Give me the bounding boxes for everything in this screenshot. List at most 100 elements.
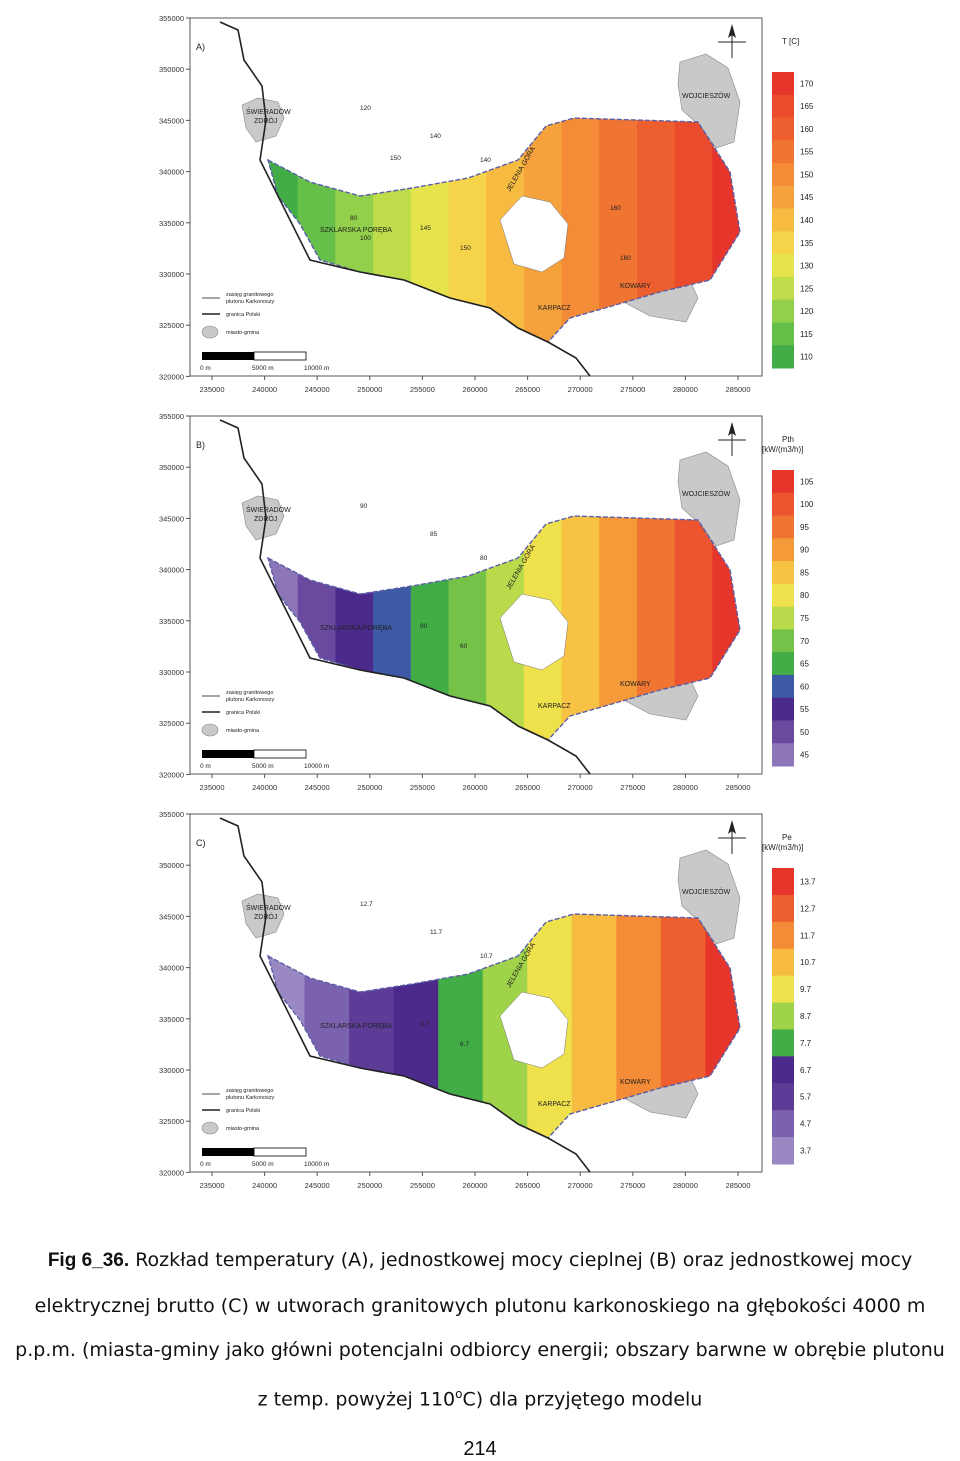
y-tick-label: 350000	[159, 463, 184, 472]
page-number: 214	[463, 1438, 497, 1460]
colorbar-swatch	[772, 492, 794, 517]
colorbar-value: 60	[800, 682, 809, 691]
colorbar-swatch	[772, 868, 794, 896]
x-tick-label: 275000	[620, 783, 645, 792]
pluton-band	[561, 516, 601, 740]
colorbar-swatch	[772, 561, 794, 585]
scale-label: 5000 m	[252, 1161, 274, 1168]
x-tick-label: 255000	[410, 1181, 435, 1190]
contour-label: 140	[430, 133, 441, 140]
caption-text-4a: z temp. powyżej 110	[257, 1388, 456, 1411]
colorbar-value: 4.7	[800, 1120, 812, 1129]
x-tick-label: 280000	[673, 1181, 698, 1190]
x-tick-label: 265000	[515, 1181, 540, 1190]
wojcieszow-area	[677, 849, 741, 945]
x-tick-label: 265000	[515, 783, 540, 792]
x-tick-label: 245000	[305, 385, 330, 394]
place-swieradow: ŚWIERADÓW	[246, 107, 291, 116]
colorbar-value: 7.7	[800, 1039, 812, 1048]
poland-border	[219, 817, 591, 1173]
colorbar-value: 165	[800, 102, 814, 111]
y-tick-label: 335000	[159, 219, 184, 228]
y-tick-label: 355000	[159, 412, 184, 421]
contour-label: 120	[360, 105, 371, 112]
y-tick-label: 330000	[159, 668, 184, 677]
x-tick-label: 265000	[515, 385, 540, 394]
scale-bar-black	[202, 750, 254, 758]
colorbar-swatch	[772, 231, 794, 255]
scale-bar-white	[253, 749, 307, 759]
contour-label: 90	[420, 623, 428, 630]
colorbar-swatch	[772, 538, 794, 562]
x-tick-label: 255000	[410, 385, 435, 394]
legend-text: plutonu Karkonoszy	[226, 697, 275, 703]
map-panel-a: 355000 350000 345000 340000 335000 330000 3250…	[150, 10, 820, 400]
place-zdroj: ZDRÓJ	[254, 116, 277, 125]
place-zdroj: ZDRÓJ	[254, 912, 277, 921]
colorbar-value: 150	[800, 170, 814, 179]
y-tick-label: 335000	[159, 1015, 184, 1024]
y-tick-label: 340000	[159, 566, 184, 575]
caption-line-1: Fig 6_36. Rozkład temperatury (A), jedno…	[0, 1248, 960, 1273]
swieradow-area	[241, 893, 285, 939]
y-tick-label: 330000	[159, 1066, 184, 1075]
place-swieradow: ŚWIERADÓW	[246, 903, 291, 912]
colorbar-swatch	[772, 470, 794, 494]
colorbar-value: 155	[800, 148, 814, 157]
scale-label: 10000 m	[304, 1161, 329, 1168]
colorbar-value: 45	[800, 751, 809, 760]
legend-swatch-town	[201, 325, 219, 339]
legend-text: zasięg granitowego	[226, 1088, 273, 1094]
scale-bar-black	[202, 1148, 254, 1156]
colorbar-title: [kW/(m3/h)]	[762, 445, 803, 454]
swieradow-area	[241, 495, 285, 541]
contour-label: 145	[420, 225, 431, 232]
colorbar-swatch	[772, 720, 794, 744]
panel-letter: A)	[196, 42, 205, 52]
map-svg: 355000 350000 345000 340000 335000 330000 3250…	[159, 14, 814, 394]
north-arrow-icon	[718, 820, 746, 854]
scale-bar-white	[253, 1147, 307, 1157]
contour-label: 160	[620, 255, 631, 262]
colorbar-value: 10.7	[800, 958, 816, 967]
colorbar-swatch	[772, 743, 794, 767]
colorbar-value: 115	[800, 330, 813, 339]
colorbar-swatch	[772, 140, 794, 164]
colorbar-swatch	[772, 117, 794, 141]
scale-label: 5000 m	[252, 365, 274, 372]
colorbar-value: 170	[800, 79, 814, 88]
scale-bar-black	[202, 352, 254, 360]
colorbar-value: 145	[800, 193, 814, 202]
colorbar-value: 13.7	[800, 877, 816, 886]
colorbar-swatch	[772, 94, 794, 119]
place-szklarska: SZKLARSKA PORĘBA	[320, 1023, 392, 1030]
y-tick-label: 345000	[159, 116, 184, 125]
x-tick-label: 260000	[462, 385, 487, 394]
colorbar-swatch	[772, 921, 794, 950]
x-tick-label: 270000	[568, 783, 593, 792]
scale-label: 10000 m	[304, 365, 329, 372]
wojcieszow-area	[677, 451, 741, 547]
legend-text: granica Polski	[226, 312, 260, 318]
y-tick-label: 325000	[159, 1117, 184, 1126]
colorbar-title: [kW/(m3/h)]	[762, 843, 803, 852]
colorbar-value: 75	[800, 614, 809, 623]
x-tick-label: 260000	[462, 783, 487, 792]
legend-text: miasto-gmina	[226, 728, 260, 734]
place-kowary: KOWARY	[620, 681, 651, 688]
legend-text: granica Polski	[226, 710, 260, 716]
caption-line-4: z temp. powyżej 110oC) dla przyjętego mo…	[0, 1382, 960, 1411]
scale-label: 5000 m	[252, 763, 274, 770]
legend-text: plutonu Karkonoszy	[226, 299, 275, 305]
colorbar-value: 50	[800, 728, 809, 737]
place-szklarska: SZKLARSKA PORĘBA	[320, 625, 392, 632]
colorbar-value: 135	[800, 239, 814, 248]
y-tick-label: 340000	[159, 964, 184, 973]
y-tick-label: 350000	[159, 861, 184, 870]
inner-area	[499, 991, 569, 1069]
colorbar-value: 9.7	[800, 985, 812, 994]
caption-line-3: p.p.m. (miasta-gminy jako główni potencj…	[15, 1339, 945, 1361]
colorbar-value: 5.7	[800, 1093, 812, 1102]
colorbar-swatch	[772, 1137, 794, 1165]
